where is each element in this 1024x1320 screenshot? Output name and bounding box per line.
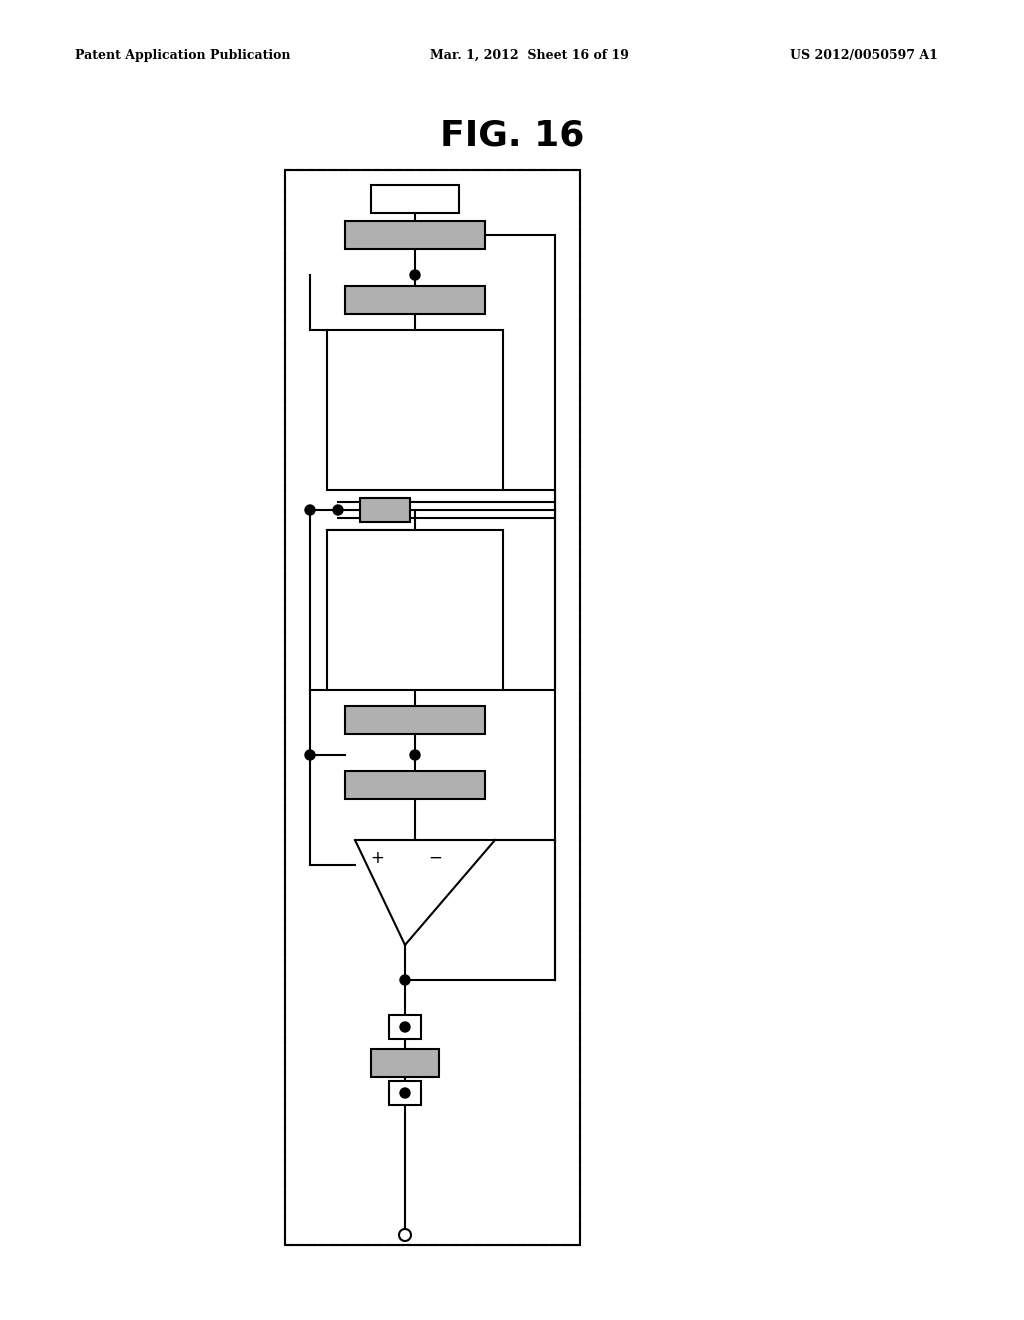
Bar xyxy=(345,286,485,314)
Circle shape xyxy=(305,506,315,515)
Bar xyxy=(345,771,485,799)
Circle shape xyxy=(399,1229,411,1241)
Circle shape xyxy=(400,975,410,985)
Bar xyxy=(285,170,580,1245)
Bar xyxy=(345,286,485,314)
Bar xyxy=(345,220,485,249)
Bar xyxy=(327,330,503,490)
Circle shape xyxy=(410,750,420,760)
Circle shape xyxy=(305,750,315,760)
Bar xyxy=(389,1015,421,1039)
Bar xyxy=(371,1049,439,1077)
Circle shape xyxy=(410,271,420,280)
Bar xyxy=(360,498,410,521)
Bar xyxy=(389,1081,421,1105)
Bar xyxy=(371,185,459,213)
Text: −: − xyxy=(428,849,442,867)
Text: Patent Application Publication: Patent Application Publication xyxy=(75,49,291,62)
Circle shape xyxy=(400,1088,410,1098)
Text: Mar. 1, 2012  Sheet 16 of 19: Mar. 1, 2012 Sheet 16 of 19 xyxy=(430,49,629,62)
Circle shape xyxy=(400,1022,410,1032)
Text: FIG. 16: FIG. 16 xyxy=(440,117,584,152)
Bar xyxy=(345,706,485,734)
Bar xyxy=(345,771,485,799)
Bar xyxy=(345,706,485,734)
Bar xyxy=(360,498,410,521)
Text: US 2012/0050597 A1: US 2012/0050597 A1 xyxy=(790,49,938,62)
Bar xyxy=(327,531,503,690)
Bar xyxy=(345,220,485,249)
Bar xyxy=(285,170,580,1245)
Text: +: + xyxy=(370,849,384,867)
Bar xyxy=(371,1049,439,1077)
Circle shape xyxy=(333,506,343,515)
